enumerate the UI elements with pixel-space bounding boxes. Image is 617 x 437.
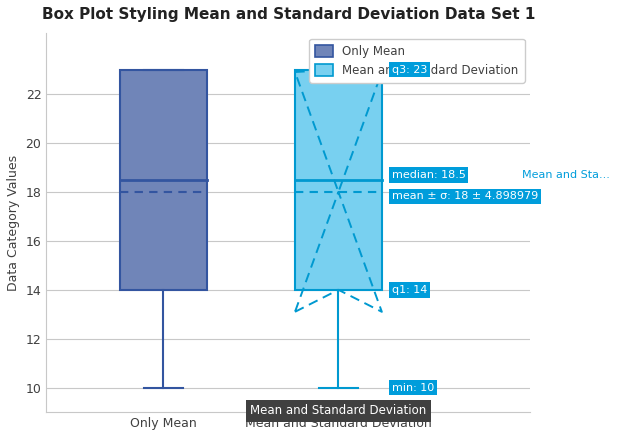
Bar (120, 69, 207, 290)
Text: mean ± σ: 18 ± 4.898979: mean ± σ: 18 ± 4.898979 (392, 191, 538, 201)
Legend: Only Mean, Mean and Standard Deviation: Only Mean, Mean and Standard Deviation (309, 39, 524, 83)
Bar (295, 69, 382, 290)
Text: q1: 14: q1: 14 (392, 285, 427, 295)
Text: Mean and Sta...: Mean and Sta... (522, 170, 610, 180)
Title: Box Plot Styling Mean and Standard Deviation Data Set 1: Box Plot Styling Mean and Standard Devia… (41, 7, 535, 22)
Text: min: 10: min: 10 (392, 383, 434, 393)
Text: median: 18.5: median: 18.5 (392, 170, 466, 180)
Text: q3: 23: q3: 23 (392, 65, 427, 75)
Y-axis label: Data Category Values: Data Category Values (7, 154, 20, 291)
Text: Mean and Standard Deviation: Mean and Standard Deviation (251, 405, 426, 417)
